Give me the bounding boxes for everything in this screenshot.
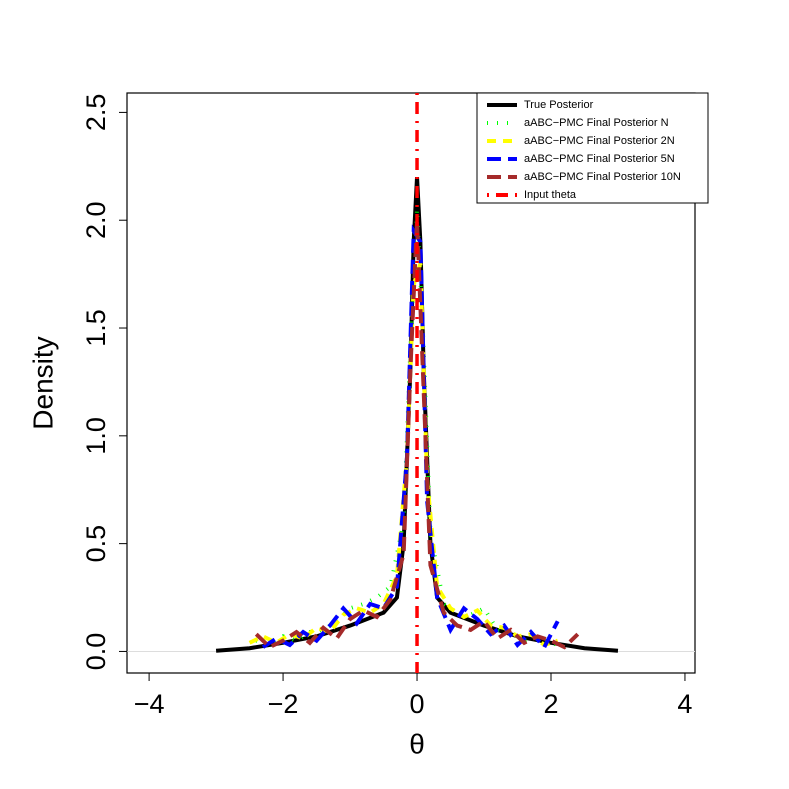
series-line: [255, 209, 565, 650]
legend-label: aABC−PMC Final Posterior N: [524, 117, 669, 129]
series-line: [248, 262, 559, 648]
series-line: [261, 224, 560, 651]
legend-label: True Posterior: [524, 99, 594, 111]
legend-label: aABC−PMC Final Posterior 10N: [524, 171, 681, 183]
x-tick-label: 0: [410, 689, 425, 719]
y-tick-label: 0.5: [81, 525, 111, 563]
y-tick-label: 1.0: [81, 417, 111, 455]
y-axis-title: Density: [27, 336, 58, 429]
legend-label: aABC−PMC Final Posterior 5N: [524, 153, 675, 165]
legend-box: [476, 92, 709, 204]
x-axis-title: θ: [409, 728, 425, 759]
y-tick-label: 0.0: [81, 633, 111, 671]
x-tick-label: −4: [134, 689, 165, 719]
x-tick-label: −2: [268, 689, 299, 719]
legend-label: aABC−PMC Final Posterior 2N: [524, 135, 675, 147]
plot-area: [215, 93, 619, 673]
x-tick-label: 2: [543, 689, 558, 719]
legend-label: Input theta: [524, 189, 577, 201]
y-tick-label: 2.5: [81, 94, 111, 132]
x-tick-label: 4: [677, 689, 692, 719]
y-tick-label: 1.5: [81, 309, 111, 347]
series-line: [254, 220, 580, 650]
y-tick-label: 2.0: [81, 201, 111, 239]
